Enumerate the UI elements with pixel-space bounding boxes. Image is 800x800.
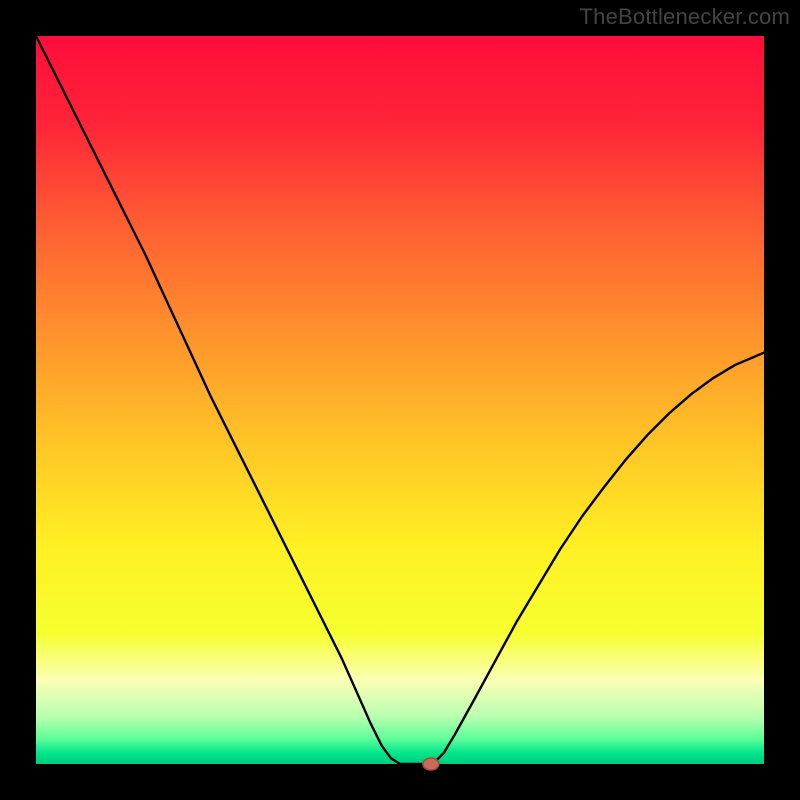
chart-container: TheBottlenecker.com xyxy=(0,0,800,800)
chart-plot-background xyxy=(36,36,764,764)
watermark-text: TheBottlenecker.com xyxy=(580,4,790,30)
optimal-point-marker xyxy=(423,758,439,770)
bottleneck-chart xyxy=(0,0,800,800)
